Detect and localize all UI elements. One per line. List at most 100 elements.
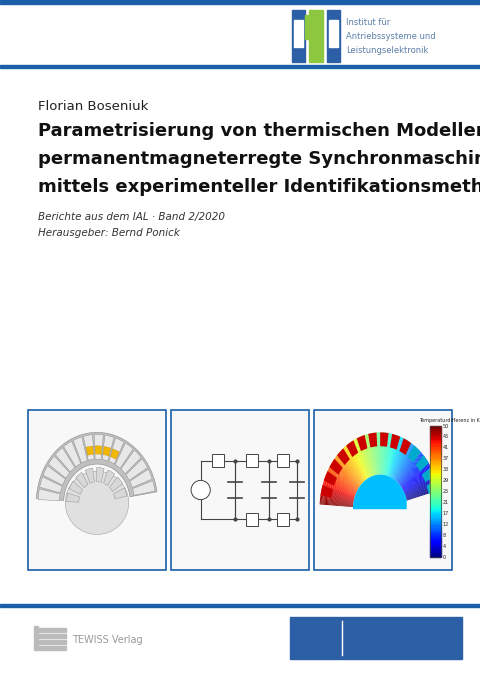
Polygon shape <box>381 432 383 475</box>
Polygon shape <box>335 457 360 486</box>
Polygon shape <box>344 447 364 482</box>
Polygon shape <box>405 479 436 496</box>
Bar <box>430 505 441 507</box>
Text: 33: 33 <box>443 467 449 472</box>
Bar <box>430 533 441 535</box>
Polygon shape <box>360 436 372 477</box>
Polygon shape <box>407 487 439 499</box>
Bar <box>329 21 337 47</box>
Bar <box>430 531 441 533</box>
Polygon shape <box>363 436 373 476</box>
Text: 1: 1 <box>330 622 335 631</box>
Bar <box>430 496 441 498</box>
Polygon shape <box>67 493 80 502</box>
Polygon shape <box>396 446 415 481</box>
Polygon shape <box>322 485 354 499</box>
Text: TEWISS Verlag: TEWISS Verlag <box>72 635 143 645</box>
Polygon shape <box>405 474 434 494</box>
Polygon shape <box>329 466 358 491</box>
Bar <box>430 522 441 524</box>
Polygon shape <box>403 468 432 491</box>
Bar <box>246 455 258 467</box>
Polygon shape <box>337 454 361 485</box>
Polygon shape <box>383 433 387 475</box>
Polygon shape <box>328 469 357 491</box>
Polygon shape <box>394 443 412 480</box>
Bar <box>38 634 66 638</box>
Polygon shape <box>320 500 353 506</box>
Polygon shape <box>406 483 438 498</box>
Text: Universität: Universität <box>348 634 405 644</box>
Bar <box>430 450 441 452</box>
Polygon shape <box>394 442 410 480</box>
Polygon shape <box>386 434 394 475</box>
Polygon shape <box>399 454 423 484</box>
Polygon shape <box>349 442 367 480</box>
Polygon shape <box>407 489 439 501</box>
Bar <box>430 426 441 557</box>
Polygon shape <box>402 464 430 490</box>
Polygon shape <box>365 435 373 476</box>
Polygon shape <box>351 441 368 479</box>
Polygon shape <box>402 462 429 488</box>
Bar <box>430 472 441 474</box>
Polygon shape <box>372 433 377 475</box>
Polygon shape <box>400 457 425 486</box>
Polygon shape <box>353 440 369 478</box>
Polygon shape <box>405 477 436 495</box>
Polygon shape <box>320 498 353 504</box>
Polygon shape <box>403 466 431 491</box>
Bar <box>430 553 441 555</box>
Polygon shape <box>76 473 88 488</box>
Polygon shape <box>347 444 365 480</box>
Polygon shape <box>55 448 75 472</box>
Bar <box>430 513 441 516</box>
Polygon shape <box>343 449 363 482</box>
Bar <box>430 492 441 494</box>
Polygon shape <box>86 446 94 455</box>
Polygon shape <box>391 439 405 477</box>
Bar <box>430 461 441 463</box>
Polygon shape <box>387 435 396 476</box>
Bar <box>430 544 441 546</box>
Polygon shape <box>342 449 363 482</box>
Bar <box>0 65 480 68</box>
Polygon shape <box>346 445 365 481</box>
Bar <box>38 646 66 650</box>
Polygon shape <box>357 435 368 451</box>
Polygon shape <box>321 493 353 503</box>
Polygon shape <box>401 460 427 487</box>
Polygon shape <box>324 479 355 496</box>
Polygon shape <box>329 467 357 491</box>
Polygon shape <box>323 482 355 497</box>
Polygon shape <box>406 484 438 498</box>
Polygon shape <box>348 443 366 480</box>
Bar <box>430 529 441 531</box>
Bar <box>430 540 441 542</box>
Polygon shape <box>349 443 367 480</box>
Text: 29: 29 <box>443 478 449 483</box>
Bar <box>212 455 224 467</box>
Polygon shape <box>354 439 369 478</box>
Bar <box>430 446 441 448</box>
Text: Institut für: Institut für <box>346 18 390 27</box>
Polygon shape <box>132 481 155 495</box>
Polygon shape <box>321 493 354 502</box>
Polygon shape <box>400 458 426 486</box>
Text: Berichte aus dem IAL · Band 2/2020: Berichte aus dem IAL · Band 2/2020 <box>38 212 225 222</box>
Bar <box>38 628 66 632</box>
Bar <box>430 487 441 489</box>
Polygon shape <box>358 438 371 477</box>
Polygon shape <box>378 432 379 475</box>
Text: Hannover: Hannover <box>348 646 398 657</box>
Polygon shape <box>346 440 358 457</box>
Polygon shape <box>130 469 152 488</box>
Text: 0: 0 <box>443 554 445 560</box>
Bar <box>430 433 441 435</box>
Text: i: i <box>298 622 303 631</box>
Polygon shape <box>322 486 354 499</box>
Polygon shape <box>340 451 362 484</box>
Polygon shape <box>336 455 360 486</box>
Text: 45: 45 <box>443 434 449 440</box>
Polygon shape <box>43 466 65 485</box>
